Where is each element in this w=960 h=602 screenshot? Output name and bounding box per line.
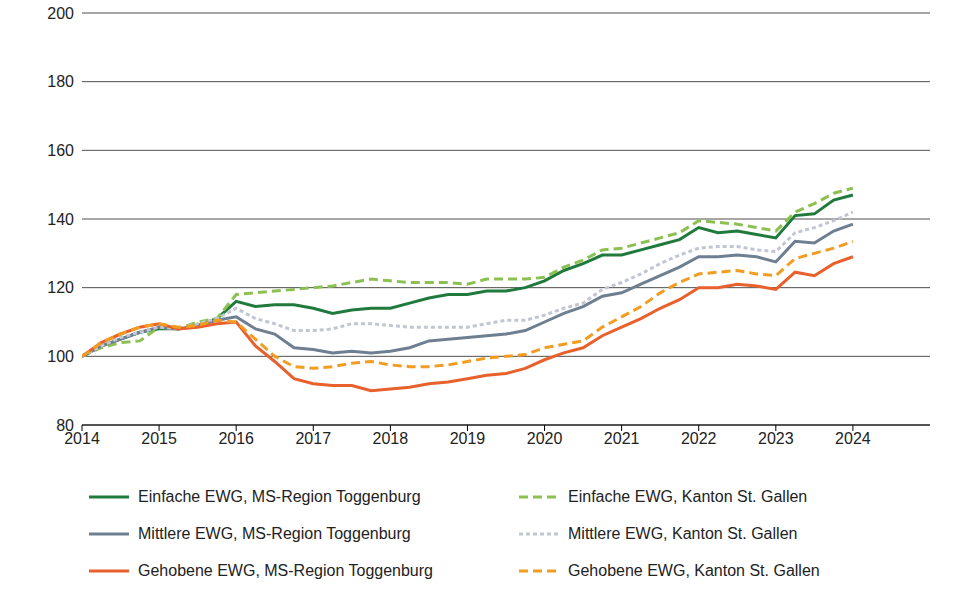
svg-text:2018: 2018 bbox=[373, 430, 409, 447]
svg-text:2024: 2024 bbox=[835, 430, 871, 447]
svg-text:2016: 2016 bbox=[218, 430, 254, 447]
svg-text:2022: 2022 bbox=[681, 430, 717, 447]
svg-text:2017: 2017 bbox=[295, 430, 331, 447]
html-text:Mittlere EWG, Kanton St. Galle: Mittlere EWG, Kanton St. Gallen bbox=[568, 524, 798, 542]
html-text:Einfache EWG, Kanton St. Galle: Einfache EWG, Kanton St. Gallen bbox=[568, 487, 808, 505]
svg-text:180: 180 bbox=[47, 73, 74, 90]
svg-text:100: 100 bbox=[47, 348, 74, 365]
svg-text:2023: 2023 bbox=[758, 430, 794, 447]
svg-text:200: 200 bbox=[47, 5, 74, 22]
html-text:Gehobene EWG, MS-Region Toggen: Gehobene EWG, MS-Region Toggenburg bbox=[138, 561, 433, 579]
svg-text:2020: 2020 bbox=[527, 430, 563, 447]
svg-text:2021: 2021 bbox=[604, 430, 640, 447]
svg-text:80: 80 bbox=[56, 417, 74, 434]
svg-text:2019: 2019 bbox=[450, 430, 486, 447]
svg-text:140: 140 bbox=[47, 211, 74, 228]
svg-text:2015: 2015 bbox=[141, 430, 177, 447]
html-text:Mittlere EWG, MS-Region Toggen: Mittlere EWG, MS-Region Toggenburg bbox=[138, 524, 411, 542]
html-text:Gehobene EWG, Kanton St. Galle: Gehobene EWG, Kanton St. Gallen bbox=[568, 561, 820, 579]
svg-text:2014: 2014 bbox=[64, 430, 100, 448]
svg-text:160: 160 bbox=[47, 142, 74, 159]
html-text:Einfache EWG, MS-Region Toggen: Einfache EWG, MS-Region Toggenburg bbox=[138, 487, 421, 505]
svg-text:120: 120 bbox=[47, 279, 74, 296]
